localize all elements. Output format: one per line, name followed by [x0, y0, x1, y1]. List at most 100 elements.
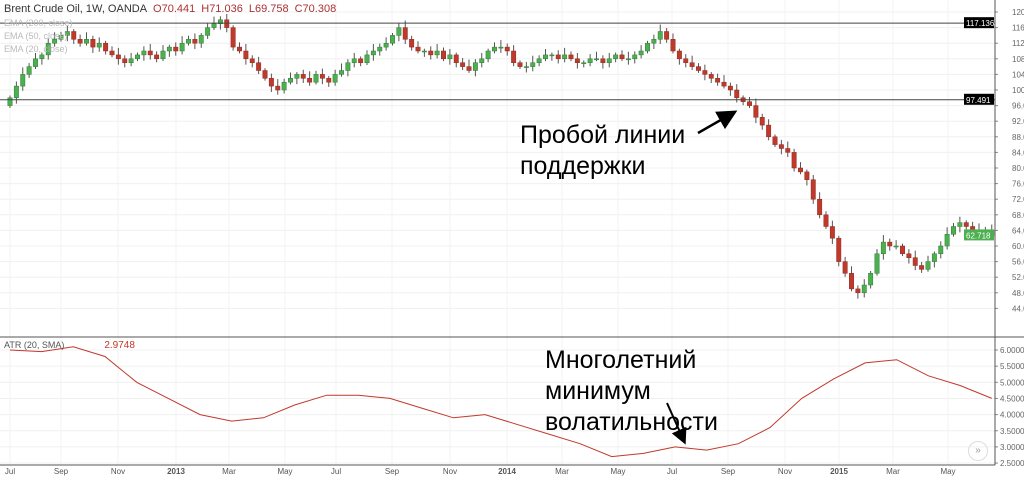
indicator-ema200[interactable]: EMA (200, close)	[4, 18, 73, 28]
candle-body	[931, 253, 937, 262]
y-tick-label: 52.000	[1012, 273, 1024, 282]
y-tick-label: 76.000	[1012, 180, 1024, 189]
candle-body	[568, 54, 574, 60]
candle-body	[963, 222, 969, 227]
candle-body	[893, 245, 899, 248]
candle-body	[256, 62, 262, 71]
candle-body	[217, 19, 223, 24]
level-label: 117.136	[966, 19, 995, 28]
candle-body	[160, 50, 166, 60]
candle-body	[370, 50, 376, 56]
candle-body	[600, 58, 606, 63]
candle-body	[205, 27, 211, 36]
y-tick-label: 100.000	[1012, 86, 1024, 95]
annotation-line: волатильности	[545, 408, 718, 436]
candle-body	[587, 58, 593, 63]
candle-body	[683, 58, 689, 63]
candle-body	[880, 241, 886, 255]
candle-body	[900, 245, 905, 255]
candle-body	[638, 50, 644, 56]
atr-value: 2.9748	[104, 340, 135, 351]
candle-body	[402, 27, 408, 40]
candle-body	[804, 171, 810, 180]
candle-body	[421, 50, 427, 53]
candle-body	[377, 46, 383, 52]
candle-body	[20, 74, 26, 87]
y-tick-label: 64.000	[1012, 226, 1024, 235]
candle-body	[874, 253, 880, 274]
candle-body	[307, 78, 313, 83]
candle-body	[651, 39, 657, 44]
close-value: C70.308	[294, 3, 337, 15]
last-price-label: 62.718	[966, 231, 991, 240]
candle-body	[753, 105, 759, 118]
candle-body	[715, 78, 721, 83]
candle-body	[345, 62, 351, 71]
y-tick-label: 120.000	[1012, 8, 1024, 17]
candle-body	[944, 234, 950, 247]
candle-body	[581, 62, 587, 64]
y-tick-label: 56.000	[1012, 258, 1024, 267]
candle-body	[154, 54, 160, 60]
y-tick-label: 112.000	[1012, 39, 1024, 48]
volatility-arrow	[666, 402, 687, 445]
candle-body	[670, 39, 676, 52]
candle-body	[313, 74, 319, 83]
candle-body	[109, 50, 115, 56]
breakout-arrow	[697, 110, 738, 135]
candle-body	[13, 85, 19, 99]
x-tick-label: May	[610, 467, 625, 476]
candle-body	[645, 42, 650, 52]
candle-body	[466, 66, 472, 71]
candle-body	[523, 66, 529, 68]
x-tick-label: May	[277, 467, 292, 476]
annotation-line: Пробой линии	[520, 121, 686, 149]
candle-body	[71, 31, 77, 40]
scroll-to-latest-button[interactable]: »	[968, 441, 988, 461]
x-tick-label: Sep	[385, 467, 400, 476]
y-tick-label: 72.000	[1012, 195, 1024, 204]
candle-body	[58, 35, 64, 40]
candle-body	[7, 97, 13, 106]
candle-body	[906, 253, 912, 258]
atr-y-tick-label: 4.0000	[1000, 411, 1024, 420]
y-tick-label: 84.000	[1012, 148, 1024, 157]
candle-body	[657, 31, 663, 40]
candle-body	[173, 46, 179, 52]
candle-body	[45, 42, 51, 56]
y-tick-label: 48.000	[1012, 289, 1024, 298]
candle-body	[549, 54, 555, 57]
candle-body	[785, 148, 791, 153]
indicator-ema20[interactable]: EMA (20, close)	[4, 44, 68, 54]
atr-y-tick-label: 5.0000	[1000, 378, 1024, 387]
atr-y-tick-label: 3.0000	[1000, 443, 1024, 452]
atr-label[interactable]: ATR (20, SMA)	[4, 340, 65, 350]
candle-body	[562, 54, 568, 60]
atr-y-tick-label: 3.5000	[1000, 427, 1024, 436]
candle-body	[861, 284, 867, 294]
candle-body	[64, 31, 70, 36]
x-tick-label: May	[940, 467, 955, 476]
candle-body	[536, 58, 542, 63]
annotation-line: поддержки	[520, 152, 646, 180]
candle-body	[147, 50, 153, 56]
candle-body	[702, 70, 708, 75]
x-tick-label: Mar	[886, 467, 900, 476]
symbol-title[interactable]: Brent Crude Oil, 1W, OANDA	[4, 3, 148, 15]
candle-body	[96, 42, 102, 48]
candle-body	[262, 70, 268, 79]
candle-body	[326, 78, 332, 83]
candle-body	[613, 54, 619, 60]
candle-body	[319, 74, 325, 79]
candle-body	[460, 62, 466, 67]
candle-body	[409, 39, 415, 48]
atr-line	[9, 346, 992, 458]
candle-body	[141, 50, 147, 56]
y-tick-label: 104.000	[1012, 70, 1024, 79]
candle-body	[696, 66, 701, 71]
candle-body	[211, 23, 217, 28]
indicator-ema50[interactable]: EMA (50, close)	[4, 31, 68, 41]
candle-body	[186, 39, 191, 44]
candle-body	[836, 237, 842, 262]
